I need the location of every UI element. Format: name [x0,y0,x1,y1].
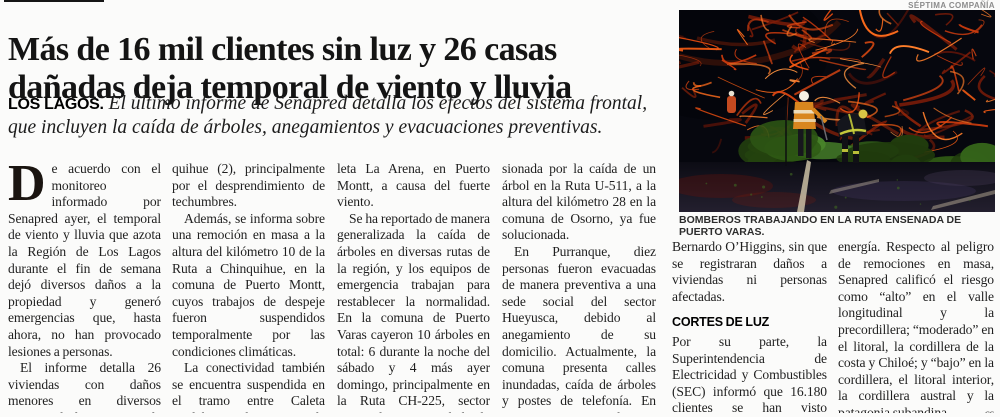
paragraph: sionada por la caída de un árbol en la R… [502,161,656,243]
paragraph: Se ha reportado de manera generalizada l… [337,210,490,413]
news-photo [679,10,995,212]
photo-credit: SÉPTIMA COMPAÑÍA [908,1,995,10]
paragraph: Además, se informa sobre una remoción en… [172,210,325,359]
text-column: sionada por la caída de un árbol en la R… [502,161,656,413]
lede-text: El último informe de Senapred detalla lo… [8,93,648,138]
lede: LOS LAGOS. El último informe de Senapred… [8,92,670,139]
text-column: leta La Arena, en Puerto Montt, a causa … [337,161,490,413]
section-subhead: CORTES DE LUZ [672,315,770,330]
photo-illustration [679,10,995,212]
paragraph: La conectividad también se encuentra sus… [172,360,325,413]
photo-caption: BOMBEROS TRABAJANDO EN LA RUTA ENSENADA … [679,214,962,238]
paragraph: leta La Arena, en Puerto Montt, a causa … [337,161,490,210]
paragraph: energía. Respecto al peligro de remocion… [838,239,994,413]
headline: Más de 16 mil clientes sin luz y 26 casa… [8,30,572,106]
top-rule-fragment [4,0,104,2]
paragraph: En Purranque, diez personas fueron evacu… [502,243,656,413]
section-label: LOS LAGOS. [8,96,104,113]
end-mark: cs [984,405,994,413]
paragraph: Bernardo O’Higgins, sin que se registrar… [672,239,827,304]
text-column: quihue (2), principalmente por el despre… [172,161,325,413]
text-column: energía. Respecto al peligro de remocion… [838,239,994,413]
drop-cap: D [8,161,46,212]
text-column: Bernardo O’Higgins, sin que se registrar… [672,239,827,413]
paragraph: El informe detalla 26 viviendas con daño… [8,360,161,413]
paragraph: quihue (2), principalmente por el despre… [172,161,325,210]
paragraph: Por su parte, la Superintendencia de Ele… [672,333,827,413]
